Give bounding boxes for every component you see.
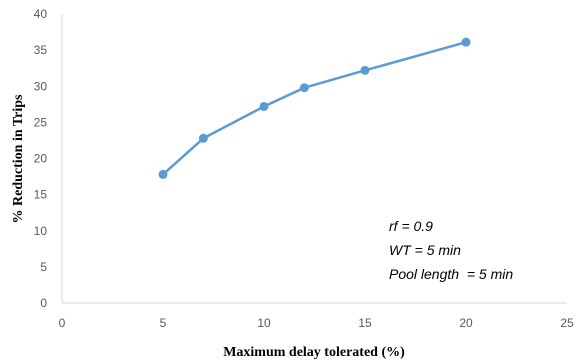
annotation-rf: rf = 0.9 <box>389 218 433 234</box>
series-line <box>162 40 467 176</box>
annotation-pool-length: Pool length = 5 min <box>389 266 513 282</box>
data-point <box>259 101 269 111</box>
y-tick-labels: 0 5 10 15 20 25 30 35 40 <box>34 7 48 310</box>
y-tick-label: 25 <box>34 115 48 129</box>
x-tick-label: 10 <box>257 316 271 330</box>
y-axis-title: % Reduction in Trips <box>11 94 26 224</box>
data-point <box>461 37 471 47</box>
x-tick-label: 0 <box>59 316 66 330</box>
x-tick-label: 25 <box>560 316 574 330</box>
data-point <box>158 169 168 179</box>
x-tick-label: 20 <box>459 316 473 330</box>
x-tick-label: 15 <box>358 316 372 330</box>
y-tick-label: 10 <box>34 224 48 238</box>
data-point <box>198 133 208 143</box>
y-tick-label: 40 <box>34 7 48 21</box>
y-tick-label: 35 <box>34 43 48 57</box>
x-tick-label: 5 <box>160 316 167 330</box>
y-tick-label: 5 <box>40 260 47 274</box>
x-axis-title: Maximum delay tolerated (%) <box>223 345 405 360</box>
y-tick-label: 0 <box>40 296 47 310</box>
y-tick-label: 30 <box>34 79 48 93</box>
series-layer <box>158 37 471 179</box>
y-tick-label: 20 <box>34 152 48 166</box>
y-tick-label: 15 <box>34 188 48 202</box>
data-point <box>360 65 370 75</box>
x-tick-labels: 0 5 10 15 20 25 <box>59 316 574 330</box>
axes <box>61 14 567 304</box>
annotation-wt: WT = 5 min <box>389 242 461 258</box>
data-point <box>299 83 309 93</box>
